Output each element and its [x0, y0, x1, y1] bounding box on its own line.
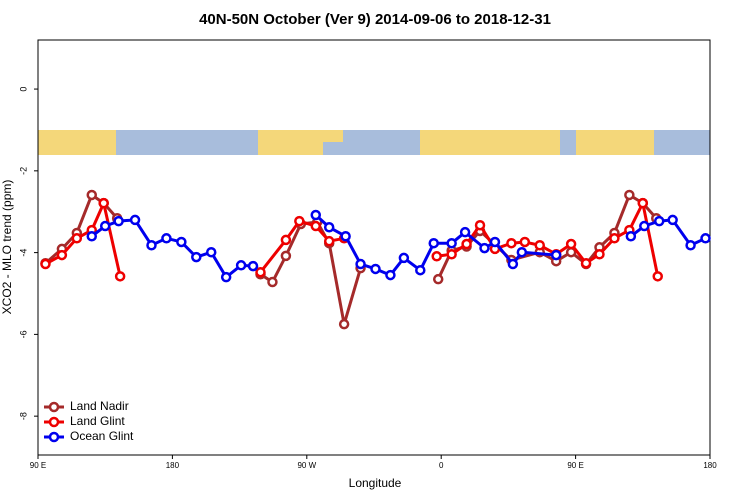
y-tick-label: -6	[18, 330, 28, 338]
data-point	[255, 266, 266, 278]
chart-title: 40N-50N October (Ver 9) 2014-09-06 to 20…	[199, 11, 551, 28]
data-point	[338, 318, 350, 330]
legend-marker	[48, 401, 60, 413]
data-point	[594, 248, 605, 260]
y-tick-label: -2	[18, 167, 28, 175]
x-tick-label: 90 E	[567, 461, 583, 470]
data-point	[220, 271, 232, 283]
data-point	[355, 258, 366, 270]
data-point	[113, 215, 124, 227]
data-point	[506, 237, 517, 249]
data-point	[431, 251, 442, 262]
data-point	[146, 240, 157, 251]
y-tick-label: 0	[18, 87, 28, 92]
data-point	[461, 238, 472, 250]
x-tick-label: 0	[439, 461, 444, 470]
data-point	[653, 215, 665, 227]
data-point	[205, 246, 217, 258]
data-point	[474, 219, 486, 231]
x-tick-label: 90 E	[30, 461, 46, 470]
data-point	[99, 220, 111, 232]
data-point	[507, 258, 519, 270]
data-point	[176, 236, 187, 248]
data-point	[432, 273, 444, 285]
series-line	[314, 213, 557, 277]
legend-label: Land Glint	[70, 414, 125, 428]
y-tick-label: -4	[18, 249, 28, 257]
data-point	[637, 197, 649, 209]
legend-label: Land Nadir	[70, 399, 129, 413]
data-point	[446, 248, 457, 260]
data-point	[625, 231, 637, 242]
data-point	[191, 251, 202, 263]
data-point	[340, 231, 351, 242]
data-point	[294, 215, 305, 227]
legend-label: Ocean Glint	[70, 429, 134, 443]
data-point	[479, 242, 490, 254]
data-point	[161, 233, 172, 244]
data-point	[71, 233, 83, 244]
data-point	[624, 189, 635, 201]
data-point	[86, 231, 98, 242]
data-point	[639, 220, 650, 232]
data-point	[459, 226, 471, 238]
data-point	[323, 222, 335, 233]
series-line	[90, 218, 254, 280]
data-point	[519, 236, 531, 248]
data-point	[565, 238, 577, 250]
data-point	[415, 264, 426, 276]
data-point	[385, 269, 396, 281]
data-point	[685, 240, 696, 251]
data-point	[129, 214, 141, 226]
data-point	[267, 276, 278, 288]
x-tick-label: 180	[166, 461, 180, 470]
data-point	[323, 235, 335, 247]
legend-marker	[48, 416, 60, 428]
data-point	[247, 260, 259, 272]
data-point	[667, 214, 678, 226]
data-point	[652, 271, 663, 282]
data-point	[114, 271, 126, 282]
data-point	[534, 240, 546, 251]
legend-marker	[48, 431, 60, 443]
series-line	[436, 198, 660, 277]
data-point	[280, 250, 292, 262]
data-point	[310, 209, 322, 221]
data-point	[310, 220, 322, 232]
y-tick-label: -8	[18, 412, 28, 420]
x-tick-label: 90 W	[297, 461, 316, 470]
data-point	[235, 260, 247, 271]
plot-frame	[37, 39, 711, 456]
data-point	[516, 246, 528, 258]
data-point	[398, 252, 410, 264]
data-point	[98, 197, 109, 209]
data-point	[489, 236, 501, 248]
data-point	[700, 233, 711, 244]
data-point	[609, 233, 620, 244]
x-tick-label: 180	[703, 461, 717, 470]
map-strip	[38, 130, 710, 155]
x-axis-label: Longitude	[349, 476, 402, 490]
data-point	[446, 237, 457, 249]
y-axis-label: XCO2 - MLO trend (ppm)	[0, 180, 14, 315]
data-point	[550, 249, 562, 261]
data-point	[580, 257, 592, 269]
data-point	[428, 237, 439, 249]
data-point	[86, 189, 98, 201]
data-point	[56, 249, 68, 261]
data-point	[370, 263, 381, 275]
data-point	[280, 234, 292, 246]
data-point	[40, 258, 51, 270]
